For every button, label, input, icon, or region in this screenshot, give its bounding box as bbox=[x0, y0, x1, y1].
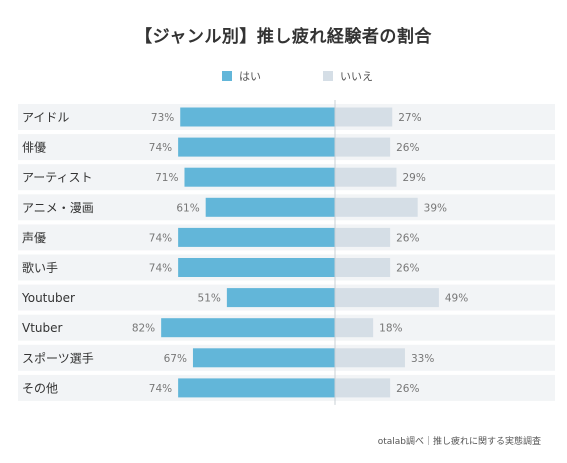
data-label-yes: 74% bbox=[149, 383, 172, 395]
bar-no bbox=[335, 258, 391, 277]
legend-item-yes: はい bbox=[222, 68, 261, 84]
category-label: 歌い手 bbox=[22, 260, 58, 275]
category-label: Youtuber bbox=[21, 291, 75, 305]
source-note: otalab調べ｜推し疲れに関する実態調査 bbox=[377, 437, 541, 447]
legend-swatch-yes bbox=[222, 71, 232, 81]
bar-no bbox=[335, 348, 405, 368]
legend-label-yes: はい bbox=[239, 70, 261, 83]
data-label-no: 49% bbox=[445, 293, 468, 305]
bar-no bbox=[335, 318, 374, 338]
data-label-yes: 67% bbox=[164, 353, 187, 365]
bar-yes bbox=[178, 378, 335, 398]
data-label-no: 26% bbox=[396, 383, 419, 395]
legend: はい いいえ bbox=[0, 68, 567, 86]
bar-no bbox=[335, 288, 439, 308]
data-label-no: 33% bbox=[411, 353, 434, 365]
data-label-yes: 61% bbox=[176, 202, 199, 214]
data-label-yes: 74% bbox=[149, 263, 172, 275]
data-label-yes: 74% bbox=[149, 232, 172, 244]
legend-swatch-no bbox=[323, 71, 333, 81]
category-label: スポーツ選手 bbox=[22, 351, 94, 365]
bar-yes bbox=[184, 167, 335, 187]
legend-item-no: いいえ bbox=[323, 68, 373, 84]
data-label-yes: 82% bbox=[132, 323, 155, 335]
category-label: アニメ・漫画 bbox=[22, 201, 94, 215]
category-label: アイドル bbox=[22, 111, 69, 125]
bar-yes bbox=[226, 288, 335, 308]
bar-yes bbox=[205, 197, 335, 217]
category-label: 声優 bbox=[22, 231, 46, 245]
data-label-yes: 51% bbox=[198, 293, 221, 305]
bar-yes bbox=[161, 318, 335, 338]
bar-yes bbox=[178, 137, 335, 157]
bar-no bbox=[335, 227, 391, 247]
data-label-no: 29% bbox=[402, 172, 425, 184]
category-label: Vtuber bbox=[22, 321, 63, 335]
bar-yes bbox=[178, 227, 335, 247]
data-label-no: 27% bbox=[398, 112, 421, 124]
data-label-no: 26% bbox=[396, 232, 419, 244]
chart-title: 【ジャンル別】推し疲れ経験者の割合 bbox=[135, 27, 432, 47]
bar-no bbox=[335, 167, 397, 187]
category-label: その他 bbox=[22, 381, 58, 395]
category-label: アーティスト bbox=[22, 171, 93, 185]
data-label-yes: 73% bbox=[151, 112, 174, 124]
bar-no bbox=[335, 107, 393, 127]
category-label: 俳優 bbox=[22, 141, 46, 155]
legend-label-no: いいえ bbox=[340, 70, 373, 83]
bar-no bbox=[335, 378, 391, 398]
data-label-no: 26% bbox=[396, 263, 419, 275]
bar-yes bbox=[192, 348, 335, 368]
data-label-no: 26% bbox=[396, 142, 419, 154]
data-label-yes: 71% bbox=[155, 172, 178, 184]
bar-no bbox=[335, 137, 391, 157]
data-label-no: 39% bbox=[424, 202, 447, 214]
bar-no bbox=[335, 197, 418, 217]
data-label-no: 18% bbox=[379, 323, 402, 335]
data-label-yes: 74% bbox=[149, 142, 172, 154]
bar-yes bbox=[178, 258, 335, 277]
bar-yes bbox=[180, 107, 335, 127]
